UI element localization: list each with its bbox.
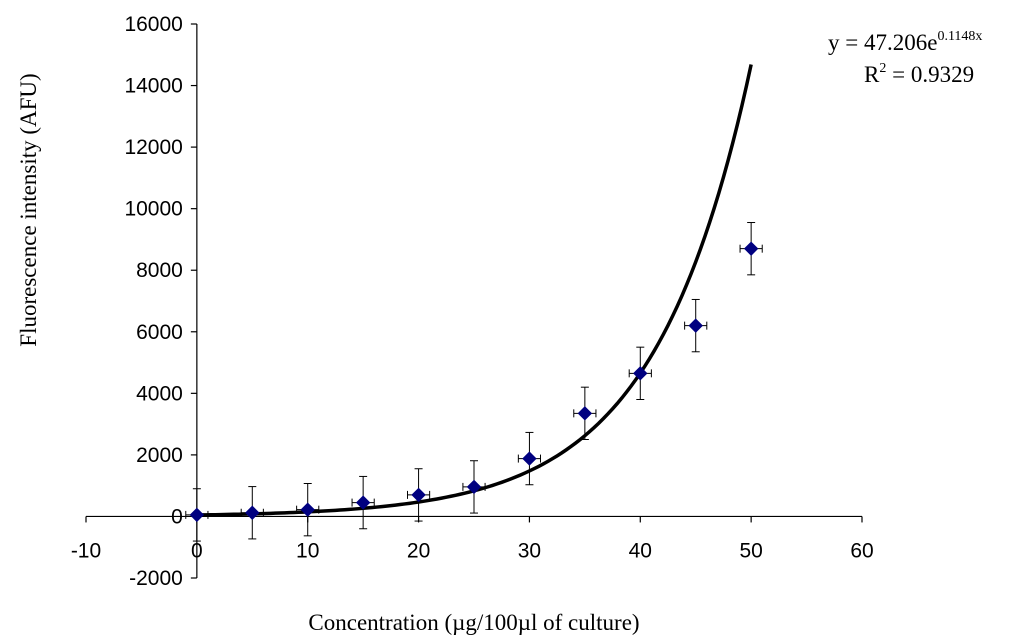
equation-exponent: 0.1148x [937,29,982,44]
equation-base: y = 47.206e [828,30,937,55]
r-squared-base: R [864,62,880,87]
r-squared-text: R2 = 0.9329 [864,61,974,87]
data-point-diamond [522,451,537,466]
r-squared-exponent: 2 [879,61,886,76]
data-point-diamond [743,241,759,256]
trendline-group [196,64,753,517]
y-tick-label: 4000 [136,382,183,405]
equation-annotation: y = 47.206e0.1148x R2 = 0.9329 [828,29,982,87]
y-tick-label: 0 [171,505,183,528]
tick-labels: -10 0 10 20 30 40 50 60 -2000 0 2000 4000 6000 8000 10… [71,13,874,590]
data-points [189,241,759,523]
equation-text: y = 47.206e0.1148x [828,29,982,55]
x-axis-title: Concentration (µg/100µl of culture) [308,610,639,635]
exponential-trendline [196,64,753,517]
data-point-diamond [633,366,648,381]
data-point-diamond [189,507,205,523]
x-tick-label: 10 [296,539,319,562]
x-tick-label: 60 [850,539,873,562]
x-tick-label: -10 [71,539,101,562]
y-tick-label: 12000 [124,136,182,159]
data-point-diamond [466,479,482,495]
y-tick-label: 16000 [124,13,182,36]
x-tick-label: 0 [191,539,203,562]
y-tick-label: -2000 [129,567,183,590]
data-point-diamond [577,406,593,421]
x-tick-label: 20 [407,539,430,562]
x-tick-label: 40 [629,539,652,562]
data-point-diamond [688,318,703,333]
y-tick-label: 8000 [136,259,183,282]
y-tick-label: 6000 [136,321,183,344]
x-tick-label: 30 [518,539,541,562]
y-tick-label: 14000 [124,75,182,98]
data-point-diamond [300,502,315,517]
data-point-diamond [245,505,260,520]
x-tick-label: 50 [739,539,762,562]
y-tick-label: 10000 [124,198,182,221]
data-point-diamond [411,487,426,503]
y-tick-label: 2000 [136,444,183,467]
y-axis-title: Fluorescence intensity (AFU) [16,73,41,346]
r-squared-value: = 0.9329 [886,62,974,87]
data-point-diamond [355,495,371,510]
